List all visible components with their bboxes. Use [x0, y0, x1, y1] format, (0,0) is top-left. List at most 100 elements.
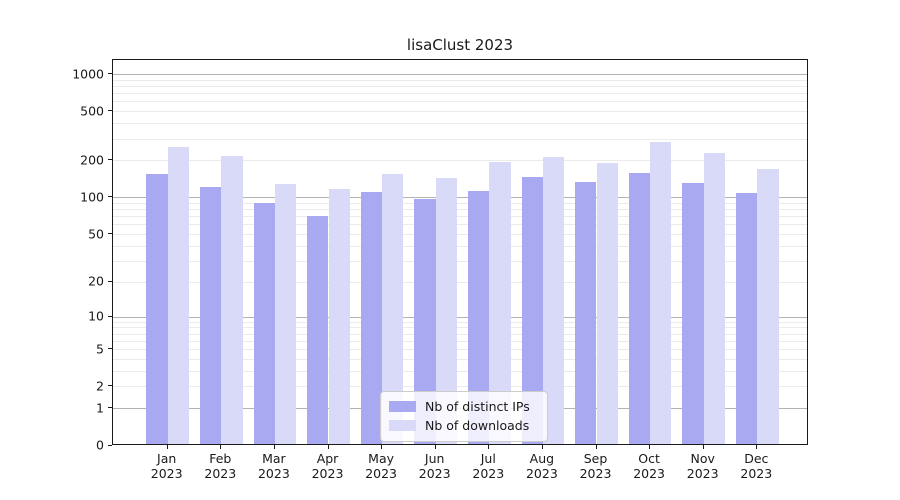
x-tick-label: Jul 2023 [472, 450, 505, 481]
bar-ips-dec [735, 192, 758, 444]
y-tick-label: 5 [96, 341, 104, 357]
x-tick-mark [166, 444, 168, 449]
bar-downloads-feb [221, 155, 243, 444]
bar-ips-oct [628, 172, 651, 444]
y-tick-mark [108, 385, 112, 387]
gridline-minor [113, 333, 807, 335]
y-tick-label: 1000 [72, 66, 104, 81]
x-tick-label: Sep 2023 [579, 450, 612, 481]
bar-ips-sep [575, 182, 597, 444]
y-tick-mark [108, 348, 112, 350]
legend: Nb of distinct IPs Nb of downloads [380, 391, 548, 442]
gridline-minor [113, 234, 807, 236]
gridline-major [113, 316, 807, 318]
gridline-minor [113, 386, 807, 388]
bar-ips-may [360, 191, 383, 444]
x-tick-label: Aug 2023 [525, 450, 558, 481]
gridline-minor [113, 93, 807, 95]
chart-title: lisaClust 2023 [406, 36, 514, 54]
gridline-minor [113, 224, 807, 226]
gridline-minor [113, 160, 807, 162]
y-tick-label: 10 [88, 308, 104, 324]
y-tick-label: 500 [80, 103, 104, 119]
gridline-minor [113, 79, 807, 81]
gridline-minor [113, 101, 807, 103]
y-tick-label: 1 [96, 400, 104, 416]
gridline-minor [113, 340, 807, 342]
x-tick-mark [541, 444, 543, 449]
x-tick-label: Feb 2023 [204, 450, 237, 481]
gridline-minor [113, 281, 807, 283]
gridline-minor [113, 111, 807, 113]
x-tick-label: May 2023 [365, 450, 397, 481]
x-tick-mark [488, 444, 490, 449]
gridline-minor [113, 86, 807, 87]
gridline-minor [113, 371, 807, 372]
y-tick-mark [108, 315, 112, 317]
bar-downloads-nov [703, 153, 726, 444]
bar-ips-mar [253, 202, 275, 444]
bar-downloads-mar [274, 184, 297, 444]
x-tick-label: Nov 2023 [686, 450, 719, 481]
bar-downloads-sep [596, 163, 618, 444]
gridline-major [113, 197, 807, 199]
y-tick-mark [108, 73, 112, 74]
bar-downloads-aug [542, 157, 565, 444]
gridline-minor [113, 123, 807, 125]
x-tick-mark [595, 444, 597, 449]
y-tick-mark [108, 110, 112, 112]
legend-swatch-downloads [389, 420, 416, 431]
gridline-minor [113, 216, 807, 218]
x-tick-mark [273, 444, 275, 449]
legend-item-downloads: Nb of downloads [389, 416, 539, 435]
bar-ips-nov [682, 182, 704, 444]
y-tick-label: 200 [80, 152, 104, 168]
x-tick-label: Dec 2023 [740, 450, 773, 481]
y-tick-mark [108, 159, 112, 161]
gridline-minor [113, 349, 807, 351]
gridline-minor [113, 245, 807, 247]
x-tick-mark [220, 444, 222, 449]
x-tick-mark [702, 444, 704, 449]
x-tick-label: Jun 2023 [418, 450, 451, 481]
y-tick-label: 0 [96, 437, 104, 453]
bar-downloads-jul [489, 162, 511, 444]
x-tick-label: Jan 2023 [150, 450, 183, 481]
legend-label-downloads: Nb of downloads [425, 418, 530, 433]
bar-downloads-oct [650, 142, 672, 444]
y-tick-label: 100 [80, 189, 104, 205]
x-tick-label: Apr 2023 [311, 450, 344, 481]
bar-ips-jan [146, 173, 168, 444]
y-tick-mark [108, 407, 112, 409]
gridline-minor [113, 209, 807, 211]
bar-ips-apr [307, 215, 329, 444]
bar-downloads-may [382, 174, 404, 444]
gridline-minor [113, 359, 807, 360]
gridline-minor [113, 327, 807, 329]
x-tick-mark [381, 444, 383, 449]
bar-ips-aug [521, 177, 543, 444]
bar-ips-jun [414, 198, 436, 444]
x-tick-mark [756, 444, 758, 449]
legend-label-distinct-ips: Nb of distinct IPs [425, 399, 530, 414]
x-tick-mark [327, 444, 329, 449]
bar-downloads-dec [757, 168, 779, 444]
gridline-minor [113, 321, 807, 323]
bar-downloads-jan [167, 146, 190, 444]
x-tick-label: Mar 2023 [257, 450, 290, 481]
y-tick-mark [108, 280, 112, 282]
bar-ips-feb [199, 187, 222, 444]
y-tick-mark [108, 233, 112, 235]
y-tick-mark [108, 444, 112, 446]
x-tick-mark [649, 444, 651, 449]
bar-downloads-jun [435, 178, 458, 444]
gridline-major [113, 74, 807, 75]
legend-item-distinct-ips: Nb of distinct IPs [389, 397, 539, 416]
gridline-minor [113, 202, 807, 204]
y-tick-label: 50 [88, 226, 104, 242]
x-tick-mark [434, 444, 436, 449]
gridline-minor [113, 138, 807, 140]
gridline-minor [113, 260, 807, 262]
bar-ips-jul [467, 191, 490, 444]
